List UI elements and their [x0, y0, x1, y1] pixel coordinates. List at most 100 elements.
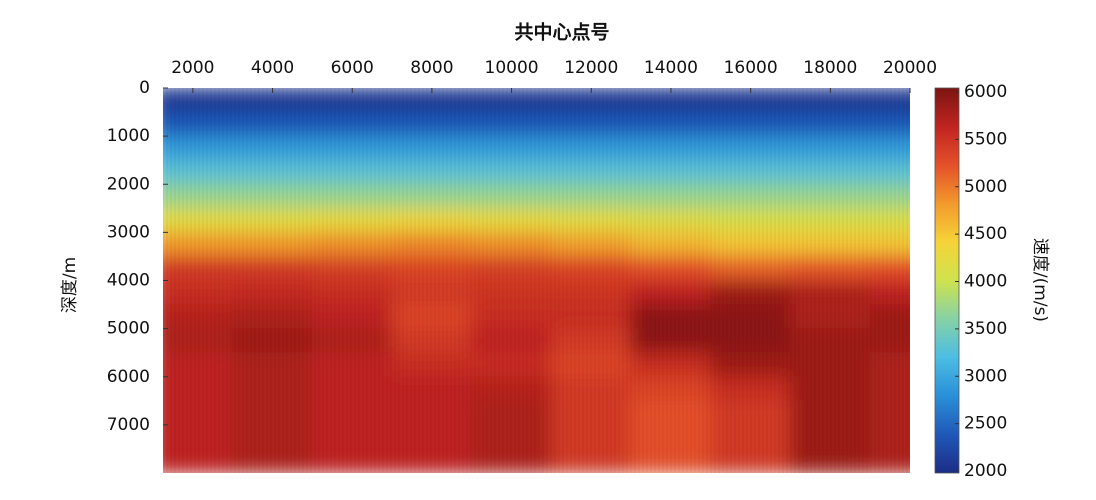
heatmap-cell: [163, 448, 234, 473]
heatmap-cell: [471, 400, 552, 426]
y-axis-label: 深度/m: [60, 257, 80, 313]
heatmap-cell: [311, 207, 393, 233]
heatmap-cell: [550, 231, 632, 257]
y-tick-label: 6000: [107, 367, 150, 387]
heatmap-cell: [869, 280, 910, 306]
heatmap-cell: [391, 231, 473, 257]
heatmap-cell: [789, 376, 871, 402]
heatmap-cell: [163, 280, 234, 306]
heatmap-cell: [391, 400, 473, 426]
heatmap-cell: [710, 280, 791, 306]
heatmap-cell: [550, 328, 632, 354]
heatmap-cell: [869, 448, 910, 473]
heatmap-cell: [869, 376, 910, 402]
heatmap-cell: [869, 111, 910, 137]
colorbar-tick-label: 3000: [964, 366, 1007, 386]
colorbar-tick-label: 2500: [964, 414, 1007, 434]
heatmap-cell: [232, 280, 313, 306]
heatmap-cell: [232, 400, 313, 426]
heatmap-cell: [630, 159, 712, 185]
heatmap-cell: [163, 400, 234, 426]
y-tick-label: 0: [139, 78, 150, 98]
heatmap-cell: [789, 207, 871, 233]
heatmap-cell: [311, 304, 393, 330]
heatmap-cell: [869, 183, 910, 209]
x-tick-label: 20000: [883, 58, 937, 78]
heatmap-cell: [232, 448, 313, 473]
heatmap-cell: [630, 111, 712, 137]
heatmap-cell: [391, 280, 473, 306]
heatmap-cell: [869, 424, 910, 450]
heatmap-cell: [550, 207, 632, 233]
heatmap-cell: [869, 159, 910, 185]
colorbar-tick-label: 4000: [964, 272, 1007, 292]
x-tick-label: 16000: [724, 58, 778, 78]
heatmap-cell: [550, 135, 632, 161]
heatmap-cell: [710, 159, 791, 185]
heatmap-cell: [789, 159, 871, 185]
x-tick-label: 4000: [251, 58, 294, 78]
heatmap-cell: [232, 135, 313, 161]
colorbar-tick-label: 4500: [964, 224, 1007, 244]
heatmap-cell: [710, 328, 791, 354]
heatmap-cell: [710, 255, 791, 281]
heatmap-cell: [311, 159, 393, 185]
heatmap-cell: [869, 255, 910, 281]
heatmap-cell: [471, 255, 552, 281]
x-tick-label: 12000: [564, 58, 618, 78]
heatmap-cell: [869, 328, 910, 354]
colorbar-tick-label: 5500: [964, 129, 1007, 149]
heatmap-cell: [630, 328, 712, 354]
heatmap-cell: [789, 328, 871, 354]
heatmap-cell: [232, 424, 313, 450]
heatmap-cell: [710, 304, 791, 330]
y-tick-label: 1000: [107, 126, 150, 146]
heatmap-cell: [232, 231, 313, 257]
x-tick-label: 8000: [410, 58, 453, 78]
heatmap-cell: [163, 328, 234, 354]
heatmap-cell: [710, 111, 791, 137]
heatmap-cell: [163, 424, 234, 450]
heatmap-cell: [789, 424, 871, 450]
heatmap-cell: [391, 111, 473, 137]
heatmap-cell: [391, 255, 473, 281]
heatmap-cell: [391, 159, 473, 185]
heatmap-cell: [311, 328, 393, 354]
heatmap-cell: [789, 280, 871, 306]
heatmap-cell: [311, 376, 393, 402]
heatmap-cell: [311, 135, 393, 161]
x-tick-label: 14000: [644, 58, 698, 78]
heatmap-cell: [789, 400, 871, 426]
heatmap-cell: [391, 135, 473, 161]
heatmap-cell: [550, 376, 632, 402]
y-tick-label: 5000: [107, 319, 150, 339]
colorbar-tick-label: 5000: [964, 177, 1007, 197]
heatmap-cell: [391, 376, 473, 402]
heatmap-cell: [630, 448, 712, 473]
y-tick-label: 2000: [107, 174, 150, 194]
heatmap-cell: [710, 400, 791, 426]
heatmap-cell: [789, 231, 871, 257]
heatmap-cell: [869, 207, 910, 233]
heatmap-cell: [232, 111, 313, 137]
heatmap-cell: [710, 135, 791, 161]
heatmap-cell: [550, 424, 632, 450]
heatmap-cell: [471, 231, 552, 257]
colorbar-tick-label: 2000: [964, 461, 1007, 481]
heatmap-cell: [471, 352, 552, 378]
heatmap-cell: [550, 280, 632, 306]
heatmap-cell: [163, 376, 234, 402]
heatmap-cell: [630, 135, 712, 161]
heatmap-cell: [630, 400, 712, 426]
heatmap-cell: [630, 352, 712, 378]
heatmap-cell: [163, 231, 234, 257]
heatmap-cell: [311, 183, 393, 209]
heatmap-cell: [869, 352, 910, 378]
heatmap-cell: [163, 111, 234, 137]
heatmap-cell: [550, 352, 632, 378]
heatmap-cell: [630, 231, 712, 257]
trace-texture: [163, 88, 908, 473]
heatmap-cell: [232, 328, 313, 354]
heatmap-cell: [232, 376, 313, 402]
colorbar-label: 速度/(m/s): [1030, 238, 1050, 322]
